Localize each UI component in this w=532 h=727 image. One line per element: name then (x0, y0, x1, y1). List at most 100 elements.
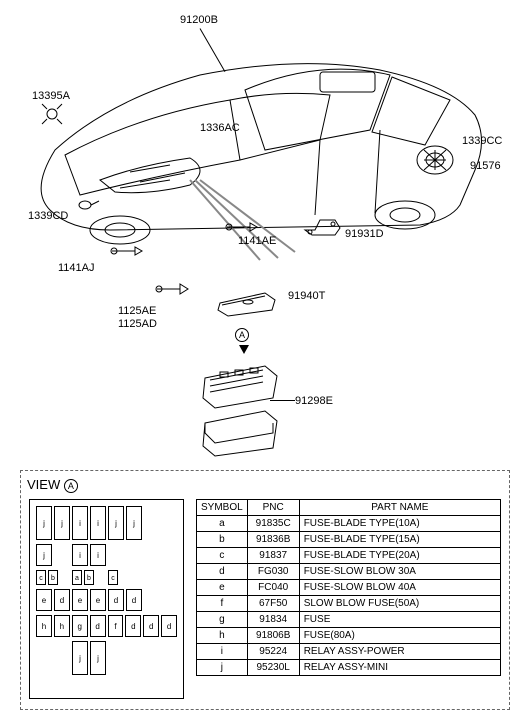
fuse-cell (96, 570, 106, 585)
fuse-cell (108, 544, 124, 566)
symbol-cell: j (197, 660, 248, 676)
table-row: j95230LRELAY ASSY-MINI (197, 660, 501, 676)
table-row: c91837FUSE-BLADE TYPE(20A) (197, 548, 501, 564)
screw-icon (110, 242, 145, 260)
fuse-cell: d (125, 615, 141, 637)
fuse-cell: f (108, 615, 124, 637)
pnc-cell: 91837 (247, 548, 299, 564)
leader (270, 400, 295, 401)
fuse-row: cbabc (36, 570, 177, 585)
table-row: eFC040FUSE-SLOW BLOW 40A (197, 580, 501, 596)
fuse-cell: j (90, 641, 106, 675)
fuse-row: hhgdfddd (36, 615, 177, 637)
fuse-cell: i (90, 544, 106, 566)
fuse-cell: d (90, 615, 106, 637)
fuse-cell (144, 570, 154, 585)
cover-icon (210, 278, 280, 318)
fuse-cell: c (36, 570, 46, 585)
label-13395A: 13395A (32, 90, 70, 102)
fuse-cell: b (48, 570, 58, 585)
partname-cell: FUSE-SLOW BLOW 30A (299, 564, 500, 580)
symbol-cell: e (197, 580, 248, 596)
fuse-cell (54, 544, 70, 566)
table-row: a91835CFUSE-BLADE TYPE(10A) (197, 516, 501, 532)
label-1339CC: 1339CC (462, 135, 502, 147)
label-1125AD: 1125AD (118, 318, 157, 330)
label-1141AJ: 1141AJ (58, 262, 95, 274)
circle-a-symbol: A (235, 328, 249, 342)
pnc-cell: 91834 (247, 612, 299, 628)
fuse-cell (126, 544, 142, 566)
symbol-cell: b (197, 532, 248, 548)
fuse-cell: c (108, 570, 118, 585)
pnc-cell: FC040 (247, 580, 299, 596)
label-1141AE: 1141AE (238, 235, 276, 247)
fuse-cell: g (72, 615, 88, 637)
table-header: SYMBOL (197, 500, 248, 516)
label-91576: 91576 (470, 160, 501, 172)
fuse-cell: h (54, 615, 70, 637)
speaker-icon (410, 140, 460, 180)
fuse-cell: i (72, 544, 88, 566)
label-1125AE: 1125AE (118, 305, 156, 317)
table-row: g91834FUSE (197, 612, 501, 628)
partname-cell: RELAY ASSY-MINI (299, 660, 500, 676)
fuse-row: jjiijj (36, 506, 177, 540)
label-91940T: 91940T (288, 290, 325, 302)
pnc-cell: 67F50 (247, 596, 299, 612)
fuse-cell: j (108, 506, 124, 540)
table-header: PART NAME (299, 500, 500, 516)
view-a-marker: A (235, 325, 249, 343)
table-header: PNC (247, 500, 299, 516)
fuse-cell: j (36, 506, 52, 540)
fuse-box-schematic: jjiijjjiicbabcedeeddhhgdfdddjj (29, 499, 184, 699)
table-row: f67F50SLOW BLOW FUSE(50A) (197, 596, 501, 612)
symbol-cell: g (197, 612, 248, 628)
circle-a-symbol: A (64, 479, 78, 493)
bolt-icon (40, 102, 65, 127)
table-row: dFG030FUSE-SLOW BLOW 30A (197, 564, 501, 580)
fuse-cell: j (54, 506, 70, 540)
fuse-cell: e (36, 589, 52, 611)
parts-table: SYMBOLPNCPART NAME a91835CFUSE-BLADE TYP… (196, 499, 501, 676)
partname-cell: SLOW BLOW FUSE(50A) (299, 596, 500, 612)
fuse-cell: e (90, 589, 106, 611)
fuse-cell: i (90, 506, 106, 540)
pnc-cell: FG030 (247, 564, 299, 580)
fuse-cell: h (36, 615, 52, 637)
fuse-cell: e (72, 589, 88, 611)
arrow-down-icon (239, 345, 249, 354)
fuse-cell: d (54, 589, 70, 611)
fuse-cell (60, 570, 70, 585)
fuse-cell: d (126, 589, 142, 611)
detail-view-box: VIEW A jjiijjjiicbabcedeeddhhgdfdddjj SY… (20, 470, 510, 710)
fuse-cell: d (108, 589, 124, 611)
label-1339CD: 1339CD (28, 210, 68, 222)
fuse-cell (54, 641, 70, 675)
fuse-row: edeedd (36, 589, 177, 611)
label-91200B: 91200B (180, 14, 218, 26)
label-91931D: 91931D (345, 228, 384, 240)
fuse-cell (36, 641, 52, 675)
label-1336AC: 1336AC (200, 122, 240, 134)
partname-cell: RELAY ASSY-POWER (299, 644, 500, 660)
fuse-cell (132, 570, 142, 585)
partname-cell: FUSE-BLADE TYPE(10A) (299, 516, 500, 532)
fuse-cell: d (161, 615, 177, 637)
symbol-cell: f (197, 596, 248, 612)
partname-cell: FUSE-BLADE TYPE(15A) (299, 532, 500, 548)
bracket-icon (300, 210, 345, 240)
partname-cell: FUSE(80A) (299, 628, 500, 644)
fuse-cell: d (143, 615, 159, 637)
fuse-cell: a (72, 570, 82, 585)
partname-cell: FUSE (299, 612, 500, 628)
symbol-cell: d (197, 564, 248, 580)
pnc-cell: 91836B (247, 532, 299, 548)
main-diagram: 91200B 13395A 1336AC 1339CD 1141AJ 1141A… (0, 0, 532, 460)
bolt-icon (75, 195, 100, 215)
fusebox-icon (195, 358, 285, 458)
fuse-cell: j (36, 544, 52, 566)
fuse-cell: j (72, 641, 88, 675)
pnc-cell: 91806B (247, 628, 299, 644)
symbol-cell: c (197, 548, 248, 564)
